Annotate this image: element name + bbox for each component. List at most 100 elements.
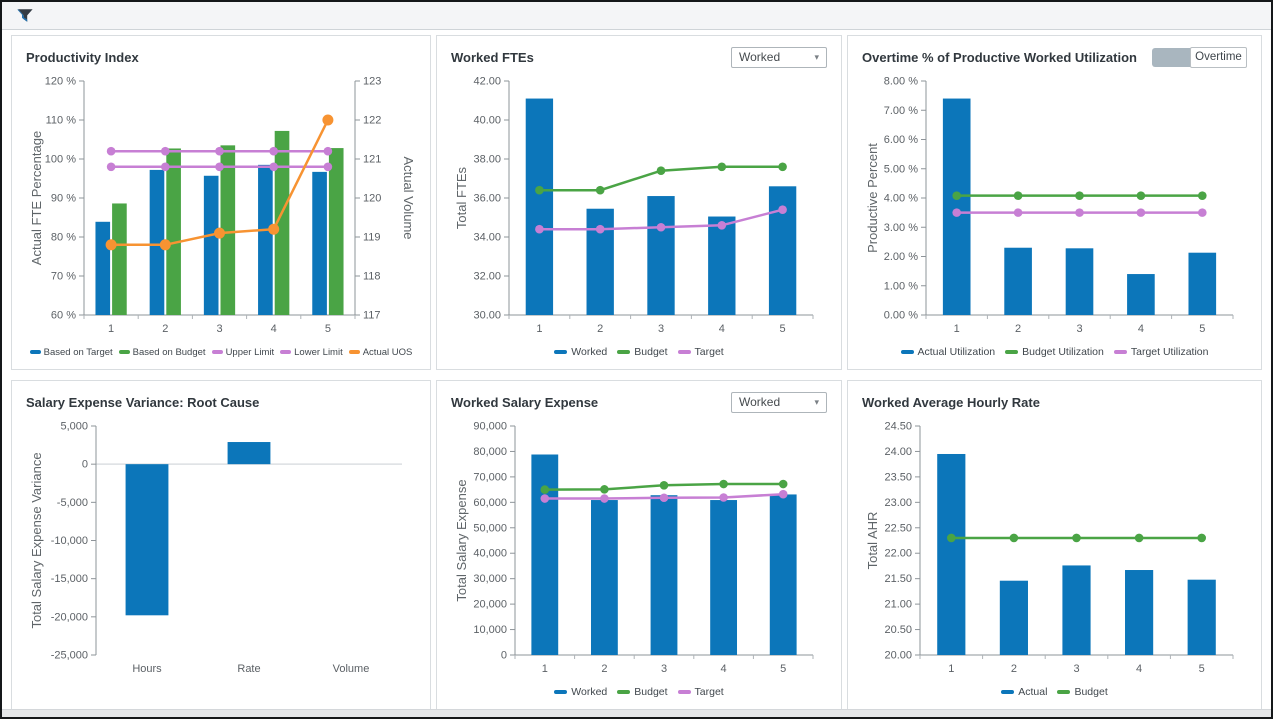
filter-bar: [2, 2, 1271, 30]
legend-item-worked: Worked: [554, 686, 607, 698]
svg-text:-15,000: -15,000: [51, 573, 88, 585]
chart-title: Productivity Index: [26, 50, 139, 65]
svg-text:34.00: 34.00: [473, 232, 501, 244]
legend-swatch: [119, 350, 130, 354]
svg-text:118: 118: [363, 271, 381, 283]
svg-text:1: 1: [536, 323, 542, 335]
legend-item-budget: Budget: [1057, 686, 1107, 698]
svg-text:119: 119: [363, 232, 381, 244]
legend-item-target: Target: [678, 346, 724, 358]
svg-text:123: 123: [363, 76, 381, 88]
chevron-down-icon: ▾: [814, 398, 819, 407]
svg-text:Total AHR: Total AHR: [865, 512, 880, 570]
svg-text:122: 122: [363, 115, 381, 127]
legend-item-budget-utilization: Budget Utilization: [1005, 346, 1104, 358]
legend-swatch: [1057, 690, 1070, 694]
svg-text:121: 121: [363, 154, 381, 166]
svg-text:0: 0: [501, 650, 507, 662]
legend-label: Based on Budget: [133, 347, 206, 358]
toggle-label: Overtime: [1190, 47, 1247, 68]
svg-text:5: 5: [1199, 663, 1205, 675]
legend-swatch: [1005, 350, 1018, 354]
legend-item-target: Target: [678, 686, 724, 698]
salary-expense-variance-chart: -25,000-20,000-15,000-10,000-5,00005,000…: [26, 416, 416, 681]
svg-text:Actual Volume: Actual Volume: [401, 156, 416, 239]
chart-title: Salary Expense Variance: Root Cause: [26, 395, 259, 410]
legend-label: Actual: [1018, 686, 1047, 698]
worked-dropdown[interactable]: Worked ▾: [731, 392, 827, 413]
legend-label: Budget Utilization: [1022, 346, 1104, 358]
svg-text:38.00: 38.00: [473, 154, 501, 166]
svg-text:30.00: 30.00: [473, 310, 501, 322]
legend-item-worked: Worked: [554, 346, 607, 358]
svg-text:21.50: 21.50: [884, 573, 912, 585]
svg-text:90 %: 90 %: [51, 193, 76, 205]
chart-legend: Based on TargetBased on BudgetUpper Limi…: [26, 341, 416, 363]
svg-text:1.00 %: 1.00 %: [884, 280, 918, 292]
svg-text:-10,000: -10,000: [51, 535, 88, 547]
legend-swatch: [349, 350, 360, 354]
legend-swatch: [1001, 690, 1014, 694]
svg-text:0.00 %: 0.00 %: [884, 310, 918, 322]
svg-text:32.00: 32.00: [473, 271, 501, 283]
legend-label: Lower Limit: [294, 347, 343, 358]
svg-text:1: 1: [108, 323, 114, 335]
legend-label: Target: [695, 346, 724, 358]
svg-text:3: 3: [1076, 323, 1082, 335]
legend-swatch: [212, 350, 223, 354]
legend-label: Actual Utilization: [918, 346, 996, 358]
svg-text:1: 1: [954, 323, 960, 335]
svg-text:23.00: 23.00: [884, 497, 912, 509]
dashboard-grid: Productivity Index 60 %70 %80 %90 %100 %…: [2, 30, 1271, 710]
legend-label: Target: [695, 686, 724, 698]
legend-label: Based on Target: [44, 347, 113, 358]
svg-text:20.50: 20.50: [884, 624, 912, 636]
svg-text:4: 4: [721, 663, 727, 675]
svg-text:2: 2: [601, 663, 607, 675]
filter-funnel-button[interactable]: [15, 5, 36, 26]
svg-text:5,000: 5,000: [60, 421, 88, 433]
svg-text:2.00 %: 2.00 %: [884, 251, 918, 263]
svg-text:3: 3: [661, 663, 667, 675]
worked-dropdown[interactable]: Worked ▾: [731, 47, 827, 68]
chart-title: Worked FTEs: [451, 50, 534, 65]
svg-text:120: 120: [363, 193, 381, 205]
legend-swatch: [901, 350, 914, 354]
funnel-icon: [17, 7, 34, 24]
svg-text:7.00 %: 7.00 %: [884, 105, 918, 117]
svg-text:2: 2: [597, 323, 603, 335]
legend-label: Budget: [634, 686, 667, 698]
overtime-toggle[interactable]: Overtime: [1152, 47, 1247, 68]
legend-item-lower-limit: Lower Limit: [280, 347, 343, 358]
worked-ftes-chart: 30.0032.0034.0036.0038.0040.0042.00Total…: [451, 71, 827, 341]
panel-worked-average-hourly-rate: Worked Average Hourly Rate 20.0020.5021.…: [847, 380, 1262, 710]
panel-worked-salary-expense: Worked Salary Expense Worked ▾ 010,00020…: [436, 380, 842, 710]
svg-text:24.50: 24.50: [884, 421, 912, 433]
svg-text:Productive Percent: Productive Percent: [865, 143, 880, 253]
svg-text:5: 5: [780, 323, 786, 335]
svg-text:23.50: 23.50: [884, 471, 912, 483]
legend-item-based-on-target: Based on Target: [30, 347, 113, 358]
svg-text:110 %: 110 %: [46, 115, 77, 127]
svg-text:100 %: 100 %: [45, 154, 76, 166]
legend-swatch: [554, 690, 567, 694]
svg-text:80 %: 80 %: [51, 232, 76, 244]
svg-text:Total FTEs: Total FTEs: [454, 166, 469, 229]
svg-text:24.00: 24.00: [884, 446, 912, 458]
chevron-down-icon: ▾: [814, 53, 819, 62]
legend-swatch: [678, 350, 691, 354]
svg-text:-25,000: -25,000: [51, 650, 88, 662]
svg-text:22.50: 22.50: [884, 522, 912, 534]
svg-text:Total Salary Expense: Total Salary Expense: [454, 479, 469, 601]
svg-text:5: 5: [1199, 323, 1205, 335]
legend-label: Worked: [571, 346, 607, 358]
svg-text:40,000: 40,000: [473, 548, 507, 560]
svg-text:8.00 %: 8.00 %: [884, 76, 918, 88]
chart-legend: WorkedBudgetTarget: [451, 341, 827, 363]
svg-text:21.00: 21.00: [884, 599, 912, 611]
svg-text:50,000: 50,000: [473, 522, 507, 534]
svg-text:6.00 %: 6.00 %: [884, 134, 918, 146]
svg-text:Hours: Hours: [132, 663, 162, 675]
svg-text:60,000: 60,000: [473, 497, 507, 509]
panel-worked-ftes: Worked FTEs Worked ▾ 30.0032.0034.0036.0…: [436, 35, 842, 370]
